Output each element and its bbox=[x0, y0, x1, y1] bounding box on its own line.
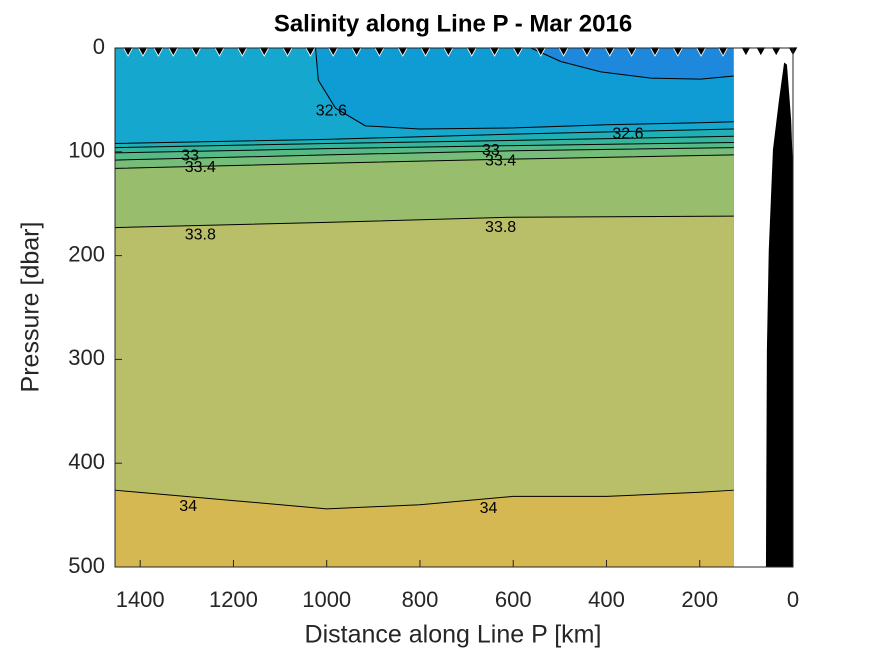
x-tick-label: 600 bbox=[495, 587, 532, 612]
contour-line bbox=[114, 147, 734, 161]
station-marker bbox=[304, 46, 317, 57]
station-marker bbox=[466, 46, 478, 57]
station-marker bbox=[557, 46, 570, 57]
contour-line bbox=[114, 215, 734, 229]
x-tick-label: 800 bbox=[402, 587, 439, 612]
station-marker bbox=[137, 46, 149, 57]
contour-label: 33 bbox=[181, 147, 199, 164]
contour-fill bbox=[115, 216, 734, 567]
station-marker bbox=[442, 46, 455, 57]
contour-label: 33.4 bbox=[185, 159, 216, 176]
contour-line bbox=[114, 128, 734, 144]
contour-label: 32.6 bbox=[316, 103, 347, 120]
station-marker bbox=[258, 46, 270, 57]
station-marker bbox=[755, 46, 767, 57]
x-tick-label: 400 bbox=[588, 587, 625, 612]
contour-fill bbox=[115, 490, 734, 567]
station-marker bbox=[625, 46, 638, 57]
station-marker bbox=[488, 46, 501, 57]
y-tick-label: 500 bbox=[68, 553, 105, 578]
contour-label: 32.6 bbox=[612, 126, 643, 143]
station-marker bbox=[581, 46, 593, 57]
station-marker bbox=[167, 46, 179, 57]
station-marker bbox=[740, 46, 752, 57]
y-tick-label: 400 bbox=[68, 449, 105, 474]
station-marker bbox=[770, 46, 782, 57]
contour-label: 33 bbox=[482, 142, 500, 159]
station-marker bbox=[190, 46, 202, 57]
station-marker bbox=[281, 46, 294, 57]
chart-title: Salinity along Line P - Mar 2016 bbox=[274, 10, 632, 37]
contour-line bbox=[315, 47, 734, 130]
station-marker bbox=[373, 46, 386, 57]
y-tick-label: 100 bbox=[68, 138, 105, 163]
station-marker bbox=[213, 46, 226, 57]
station-marker bbox=[695, 46, 707, 57]
station-marker bbox=[717, 46, 729, 57]
bathymetry bbox=[765, 62, 793, 567]
station-marker bbox=[604, 46, 616, 57]
contour-line bbox=[114, 489, 734, 510]
x-tick-label: 1200 bbox=[209, 587, 258, 612]
station-marker bbox=[236, 46, 248, 57]
x-axis-label: Distance along Line P [km] bbox=[305, 621, 602, 649]
station-marker bbox=[535, 46, 547, 57]
contour-label: 33.8 bbox=[185, 227, 216, 244]
y-tick-label: 300 bbox=[68, 345, 105, 370]
contour-label: 33.4 bbox=[485, 152, 516, 169]
station-marker bbox=[512, 46, 524, 57]
contour-label: 34 bbox=[480, 500, 498, 517]
station-marker bbox=[327, 46, 339, 57]
x-tick-label: 0 bbox=[787, 587, 799, 612]
contour-line bbox=[114, 154, 734, 169]
y-tick-label: 0 bbox=[93, 34, 105, 59]
station-marker bbox=[649, 46, 661, 57]
contour-label: 34 bbox=[179, 498, 197, 515]
station-marker bbox=[122, 46, 134, 57]
contour-line bbox=[530, 47, 734, 80]
contour-line bbox=[114, 141, 734, 154]
station-marker bbox=[350, 46, 363, 57]
station-marker bbox=[672, 46, 684, 57]
station-marker bbox=[152, 46, 165, 57]
station-marker bbox=[397, 46, 409, 57]
x-tick-label: 200 bbox=[681, 587, 718, 612]
y-axis-label: Pressure [dbar] bbox=[17, 222, 45, 393]
x-tick-label: 1000 bbox=[302, 587, 351, 612]
y-tick-label: 200 bbox=[68, 241, 105, 266]
contour-label: 33.8 bbox=[485, 219, 516, 236]
axes-box bbox=[114, 47, 794, 568]
x-tick-label: 1400 bbox=[116, 587, 165, 612]
contour-line bbox=[114, 135, 734, 149]
station-marker bbox=[419, 46, 432, 57]
